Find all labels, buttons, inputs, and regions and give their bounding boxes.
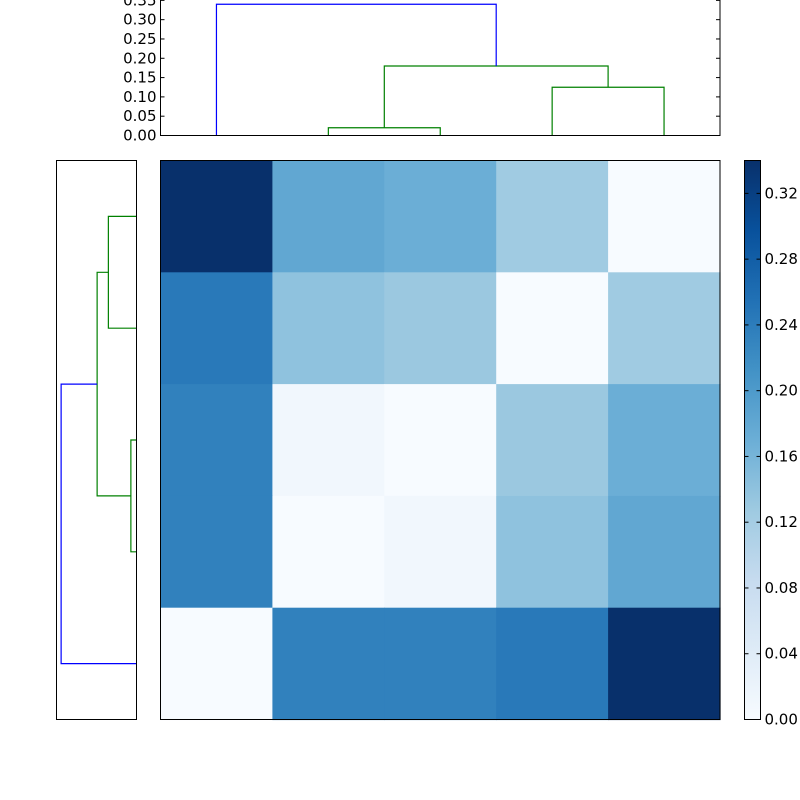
heatmap-cell xyxy=(160,272,273,385)
colorbar-tick-label: 0.12 xyxy=(765,513,798,531)
heatmap-cell xyxy=(272,272,385,385)
top-dendrogram-tick-label: 0.10 xyxy=(123,88,156,106)
heatmap-frame xyxy=(160,160,721,720)
heatmap-cell xyxy=(608,384,721,497)
left-dendrogram xyxy=(56,160,137,720)
heatmap-cell xyxy=(608,495,721,609)
top-dendrogram-link xyxy=(215,3,497,136)
heatmap-cell xyxy=(160,495,273,609)
heatmap-cell xyxy=(384,160,497,273)
heatmap-cell xyxy=(608,607,721,721)
colorbar-tick-label: 0.28 xyxy=(765,250,798,268)
left-dendrogram-link xyxy=(60,383,137,665)
heatmap-cell xyxy=(608,272,721,385)
heatmap-cell xyxy=(496,607,609,721)
heatmap-cell xyxy=(272,495,385,609)
top-dendrogram-y-axis: 0.00 0.050.100.15 0.200.250.30 0.35 xyxy=(123,0,720,145)
top-dendrogram-tick-label: 0.25 xyxy=(123,30,156,48)
top-dendrogram-links xyxy=(215,3,665,136)
top-dendrogram-tick-label: 0.05 xyxy=(123,107,156,125)
heatmap-cell xyxy=(496,272,609,385)
heatmap-cell xyxy=(272,607,385,721)
colorbar-tick-label: 0.00 xyxy=(765,711,798,729)
heatmap-cell xyxy=(384,495,497,609)
colorbar-tick-label: 0.16 xyxy=(765,447,798,465)
top-dendrogram-plot-area xyxy=(160,0,720,136)
left-dendrogram-frame xyxy=(56,160,137,720)
colorbar-gradient xyxy=(744,160,761,720)
colorbar-tick-label: 0.04 xyxy=(765,645,798,663)
heatmap-cell xyxy=(160,384,273,497)
heatmap xyxy=(160,160,721,721)
heatmap-cell xyxy=(272,384,385,497)
heatmap-cell xyxy=(496,495,609,609)
heatmap-cell xyxy=(496,384,609,497)
top-dendrogram-tick-label: 0.00 xyxy=(123,127,156,145)
top-dendrogram-tick-label: 0.30 xyxy=(123,11,156,29)
heatmap-cell xyxy=(384,272,497,385)
colorbar-ticks: 0.00 0.04 0.08 0.12 0.16 0.20 0.24 0.28 0.32 xyxy=(744,184,798,729)
top-dendrogram-frame xyxy=(160,0,721,136)
heatmap-cell xyxy=(608,160,721,273)
heatmap-cell xyxy=(272,160,385,273)
heatmap-cell xyxy=(160,607,273,721)
top-dendrogram-tick-label: 0.15 xyxy=(123,69,156,87)
colorbar-tick-label: 0.08 xyxy=(765,579,798,597)
heatmap-cells xyxy=(160,160,721,721)
heatmap-cell xyxy=(496,160,609,273)
heatmap-cell xyxy=(384,384,497,497)
heatmap-cell xyxy=(160,160,273,273)
colorbar-tick-label: 0.24 xyxy=(765,316,798,334)
top-dendrogram-tick-label: 0.35 xyxy=(123,0,156,9)
colorbar-tick-label: 0.32 xyxy=(765,184,798,202)
colorbar: 0.00 0.04 0.08 0.12 0.16 0.20 0.24 0.28 0.32 xyxy=(744,160,798,729)
colorbar-tick-label: 0.20 xyxy=(765,382,798,400)
top-dendrogram: 0.00 0.050.100.15 0.200.250.30 0.35 xyxy=(123,0,721,145)
left-dendrogram-links xyxy=(60,215,137,665)
left-dendrogram-plot-area xyxy=(56,160,137,720)
top-dendrogram-tick-label: 0.20 xyxy=(123,49,156,67)
heatmap-cell xyxy=(384,607,497,721)
colorbar-frame xyxy=(744,160,761,720)
